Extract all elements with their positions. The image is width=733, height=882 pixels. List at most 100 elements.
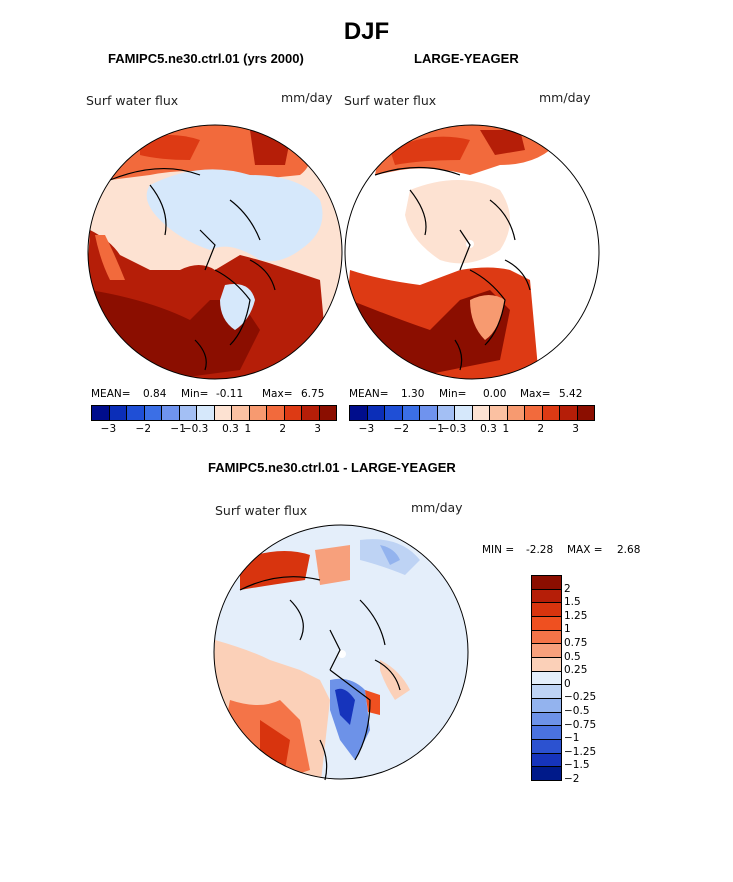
panel1-colorbar-ticks: −3 −2 −1 −0.3 0.3 1 2 3 <box>91 423 335 437</box>
colorbar-swatch <box>542 406 560 420</box>
colorbar-swatch <box>214 406 232 420</box>
panel2-min-value: 0.00 <box>483 388 507 400</box>
panel2-mean-label: MEAN= <box>349 388 389 400</box>
colorbar-tick-label: 0.3 <box>222 423 239 435</box>
colorbar-tick-label: −0.25 <box>564 691 597 704</box>
colorbar-swatch <box>532 712 561 727</box>
colorbar-swatch <box>532 617 561 631</box>
panel2-min-label: Min= <box>439 388 467 400</box>
colorbar-tick-label: 1 <box>564 623 571 636</box>
colorbar-swatch <box>144 406 162 420</box>
colorbar-tick-label: −2 <box>135 423 152 435</box>
colorbar-tick-label: −2 <box>564 773 580 785</box>
colorbar-tick-label: −1.25 <box>564 745 597 758</box>
colorbar-swatch <box>507 406 525 420</box>
colorbar-swatch <box>302 406 320 420</box>
colorbar-swatch <box>197 406 215 420</box>
panel2-mean-value: 1.30 <box>401 388 425 400</box>
colorbar-tick-label: 3 <box>314 423 321 435</box>
colorbar-swatch <box>92 406 110 420</box>
colorbar-swatch <box>490 406 508 420</box>
colorbar-swatch <box>532 603 561 618</box>
colorbar-swatch <box>577 406 594 420</box>
colorbar-swatch <box>179 406 197 420</box>
colorbar-tick-label: 2 <box>279 423 287 435</box>
panel1-min-label: Min= <box>181 388 209 400</box>
panel1-min-value: -0.11 <box>216 388 244 400</box>
colorbar-swatch <box>532 767 561 781</box>
panel1-stats: MEAN= 0.84 Min= -0.11 Max= 6.75 <box>0 388 733 402</box>
panel3-max-label: MAX = <box>567 544 603 556</box>
colorbar-tick-label: 1 <box>502 423 510 435</box>
colorbar-swatch <box>350 406 368 420</box>
colorbar-tick-label: −0.75 <box>564 718 597 731</box>
panel2-max-value: 5.42 <box>559 388 583 400</box>
colorbar-swatch <box>532 685 561 700</box>
colorbar-tick-label: −0.3 <box>182 423 209 435</box>
colorbar-swatch <box>109 406 127 420</box>
colorbar-swatch <box>319 406 336 420</box>
colorbar-swatch <box>532 753 561 768</box>
panel2-stats: MEAN= 1.30 Min= 0.00 Max= 5.42 <box>0 388 733 402</box>
panel3-min-value: -2.28 <box>526 544 554 556</box>
colorbar-tick-label: 0 <box>564 677 571 690</box>
figure-title: DJF <box>343 18 390 45</box>
colorbar-swatch <box>385 406 403 420</box>
panel3-colorbar <box>531 575 562 781</box>
panel2-max-label: Max= <box>520 388 551 400</box>
colorbar-tick-label: 2 <box>564 582 571 595</box>
colorbar-swatch <box>532 699 561 713</box>
colorbar-swatch <box>525 406 543 420</box>
panel2-field-label: Surf water flux <box>344 93 437 108</box>
panel1-title: FAMIPC5.ne30.ctrl.01 (yrs 2000) <box>108 51 304 66</box>
colorbar-tick-label: −1 <box>428 423 444 435</box>
colorbar-swatch <box>249 406 267 420</box>
panel2-title: LARGE-YEAGER <box>414 51 519 66</box>
colorbar-swatch <box>420 406 438 420</box>
colorbar-swatch <box>402 406 420 420</box>
panel1-colorbar <box>91 405 337 421</box>
panel3-units-label: mm/day <box>411 500 463 515</box>
panel1-mean-value: 0.84 <box>143 388 167 400</box>
colorbar-tick-label: −1.5 <box>564 759 590 772</box>
colorbar-swatch <box>162 406 180 420</box>
colorbar-swatch <box>560 406 578 420</box>
panel3-field-label: Surf water flux <box>215 503 308 518</box>
colorbar-tick-label: 0.25 <box>564 664 588 677</box>
colorbar-swatch <box>437 406 455 420</box>
colorbar-swatch <box>284 406 302 420</box>
colorbar-tick-label: 1.5 <box>564 596 581 609</box>
colorbar-tick-label: −0.3 <box>440 423 467 435</box>
panel1-max-value: 6.75 <box>301 388 325 400</box>
panel3-title: FAMIPC5.ne30.ctrl.01 - LARGE-YEAGER <box>208 460 456 475</box>
colorbar-swatch <box>532 630 561 645</box>
colorbar-tick-label: −2 <box>393 423 410 435</box>
colorbar-tick-label: −1 <box>564 732 580 745</box>
colorbar-swatch <box>532 644 561 659</box>
colorbar-tick-label: 3 <box>572 423 579 435</box>
panel3-max-value: 2.68 <box>617 544 641 556</box>
colorbar-tick-label: −3 <box>100 423 117 435</box>
colorbar-tick-label: 0.5 <box>564 650 581 663</box>
colorbar-swatch <box>267 406 285 420</box>
colorbar-swatch <box>532 671 561 686</box>
colorbar-swatch <box>532 576 561 590</box>
colorbar-tick-label: 1 <box>244 423 252 435</box>
panel2-colorbar-ticks: −3 −2 −1 −0.3 0.3 1 2 3 <box>349 423 593 437</box>
colorbar-tick-label: 2 <box>537 423 545 435</box>
colorbar-tick-label: 0.3 <box>480 423 497 435</box>
colorbar-tick-label: −1 <box>170 423 186 435</box>
colorbar-swatch <box>532 658 561 672</box>
panel1-units-label: mm/day <box>281 90 333 105</box>
colorbar-tick-label: −3 <box>358 423 375 435</box>
panel1-mean-label: MEAN= <box>91 388 131 400</box>
colorbar-swatch <box>472 406 490 420</box>
panel2-units-label: mm/day <box>539 90 591 105</box>
colorbar-tick-label: 1.25 <box>564 609 588 622</box>
colorbar-tick-label: −0.5 <box>564 705 590 717</box>
colorbar-swatch <box>232 406 250 420</box>
panel1-field-label: Surf water flux <box>86 93 179 108</box>
